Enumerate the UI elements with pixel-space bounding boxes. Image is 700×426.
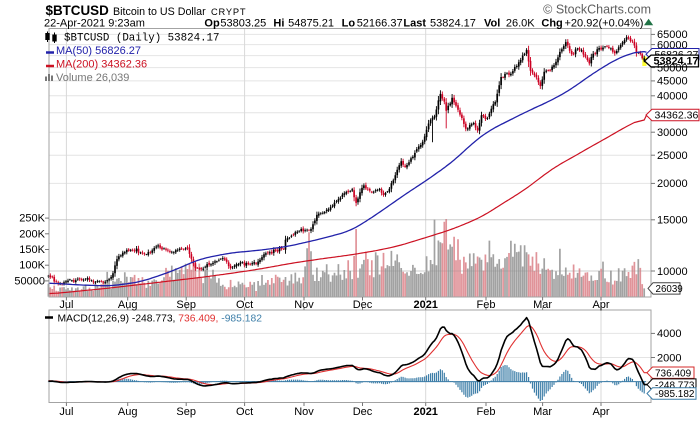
- svg-text:20000: 20000: [657, 178, 688, 190]
- svg-text:Apr: Apr: [592, 299, 609, 311]
- svg-text:60000: 60000: [657, 39, 688, 51]
- svg-text:$BTCUSD: $BTCUSD: [46, 3, 110, 18]
- svg-text:Volume 26,039: Volume 26,039: [56, 72, 129, 84]
- svg-text:MA(200) 34362.36: MA(200) 34362.36: [56, 59, 147, 71]
- svg-text:Mar: Mar: [533, 406, 552, 418]
- svg-text:45000: 45000: [657, 76, 688, 88]
- svg-text:Oct: Oct: [236, 299, 253, 311]
- svg-text:736.409: 736.409: [655, 368, 692, 379]
- svg-text:150K: 150K: [19, 244, 45, 256]
- svg-text:Bitcoin to US Dollar: Bitcoin to US Dollar: [113, 6, 206, 18]
- svg-text:Mar: Mar: [533, 299, 552, 311]
- svg-text:22-Apr-2021 9:23am: 22-Apr-2021 9:23am: [44, 18, 145, 30]
- svg-text:Apr: Apr: [592, 406, 609, 418]
- svg-text:MA(50) 56826.27: MA(50) 56826.27: [56, 45, 141, 57]
- svg-text:Dec: Dec: [353, 299, 373, 311]
- svg-text:Aug: Aug: [118, 299, 138, 311]
- svg-text:26039: 26039: [656, 284, 683, 295]
- svg-text:4000: 4000: [657, 328, 681, 340]
- svg-text:Oct: Oct: [236, 406, 253, 418]
- svg-text:$BTCUSD (Daily) 53824.17: $BTCUSD (Daily) 53824.17: [64, 33, 220, 45]
- svg-text:15000: 15000: [657, 215, 688, 227]
- svg-text:2021: 2021: [413, 406, 437, 418]
- svg-text:10000: 10000: [657, 266, 688, 278]
- svg-text:MACD(12,26,9) -248.773, 736.40: MACD(12,26,9) -248.773, 736.409, -985.18…: [58, 314, 263, 325]
- svg-text:-985.182: -985.182: [655, 389, 695, 400]
- svg-text:Aug: Aug: [118, 406, 138, 418]
- svg-text:25000: 25000: [657, 150, 688, 162]
- svg-text:34362.36: 34362.36: [655, 110, 699, 122]
- svg-text:Jul: Jul: [59, 406, 73, 418]
- svg-text:250K: 250K: [19, 213, 45, 225]
- svg-text:100K: 100K: [19, 260, 45, 272]
- svg-text:Sep: Sep: [176, 406, 196, 418]
- svg-text:53824.17: 53824.17: [654, 56, 699, 68]
- svg-text:Jul: Jul: [59, 299, 73, 311]
- svg-text:65000: 65000: [657, 29, 688, 41]
- svg-text:50000: 50000: [657, 62, 688, 74]
- svg-text:Feb: Feb: [477, 299, 496, 311]
- svg-text:200K: 200K: [19, 228, 45, 240]
- svg-text:-248.773: -248.773: [655, 380, 695, 391]
- svg-text:Dec: Dec: [353, 406, 373, 418]
- svg-text:Feb: Feb: [477, 406, 496, 418]
- svg-text:© StockCharts.com: © StockCharts.com: [543, 3, 651, 17]
- svg-text:30000: 30000: [657, 127, 688, 139]
- svg-text:Nov: Nov: [294, 299, 314, 311]
- svg-text:40000: 40000: [657, 91, 688, 103]
- svg-text:50000: 50000: [14, 275, 45, 287]
- svg-text:Nov: Nov: [294, 406, 314, 418]
- svg-text:CRYPT: CRYPT: [211, 7, 246, 17]
- svg-text:2000: 2000: [657, 352, 681, 364]
- svg-text:2021: 2021: [413, 299, 437, 311]
- svg-text:Sep: Sep: [176, 299, 196, 311]
